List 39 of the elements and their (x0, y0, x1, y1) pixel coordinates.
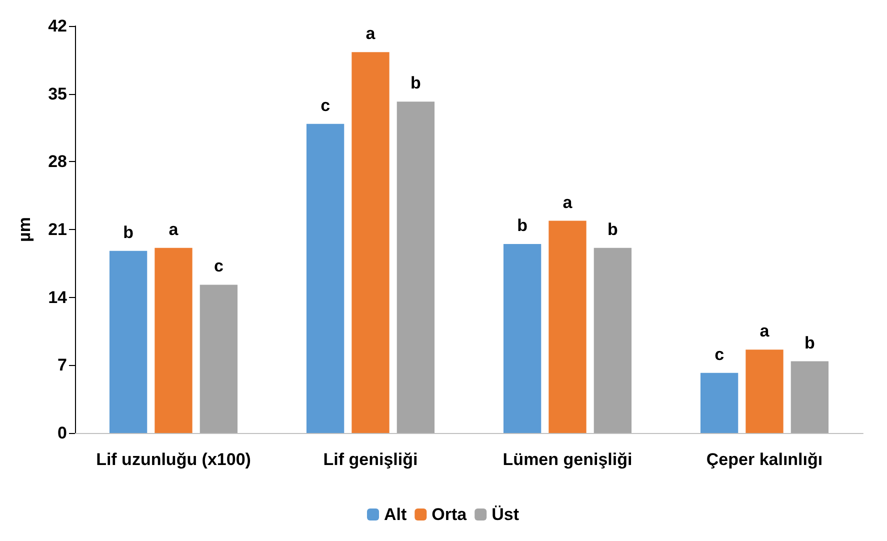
bar (548, 220, 586, 433)
legend-label: Alt (384, 505, 407, 524)
bar (200, 284, 238, 433)
data-label: b (123, 222, 134, 242)
y-tick-label: 14 (48, 288, 68, 307)
bar (700, 372, 738, 433)
bar (594, 248, 632, 433)
y-axis-title: µm (15, 217, 34, 242)
legend-label: Orta (432, 505, 468, 524)
data-label: a (366, 24, 376, 44)
x-tick-label: Lümen genişliği (502, 450, 632, 469)
y-tick-label: 42 (48, 16, 67, 36)
bar (109, 250, 148, 433)
data-label: a (168, 220, 179, 239)
data-label: b (608, 220, 618, 239)
data-label: c (714, 344, 724, 364)
data-label: b (517, 216, 528, 236)
bar (503, 244, 542, 433)
x-tick-label: Lif uzunluğu (x100) (96, 450, 251, 469)
bar (396, 102, 435, 433)
y-tick-label: 28 (48, 152, 67, 172)
bar (306, 124, 344, 433)
bar (352, 52, 390, 433)
bar (154, 248, 192, 433)
y-tick-label: 0 (58, 424, 67, 442)
x-tick-label: Lif genişliği (323, 450, 418, 469)
data-label: a (562, 192, 573, 212)
data-label: b (804, 333, 815, 352)
legend-label: Üst (492, 505, 520, 524)
data-label: c (320, 96, 330, 115)
data-label: c (214, 256, 224, 276)
y-tick-label: 35 (48, 84, 67, 104)
bar (746, 350, 784, 433)
y-tick-label: 21 (48, 220, 67, 239)
y-tick-label: 7 (58, 356, 67, 375)
data-label: b (410, 74, 421, 93)
bar (790, 361, 829, 433)
data-label: a (760, 322, 770, 341)
x-tick-label: Çeper kalınlığı (706, 450, 823, 469)
